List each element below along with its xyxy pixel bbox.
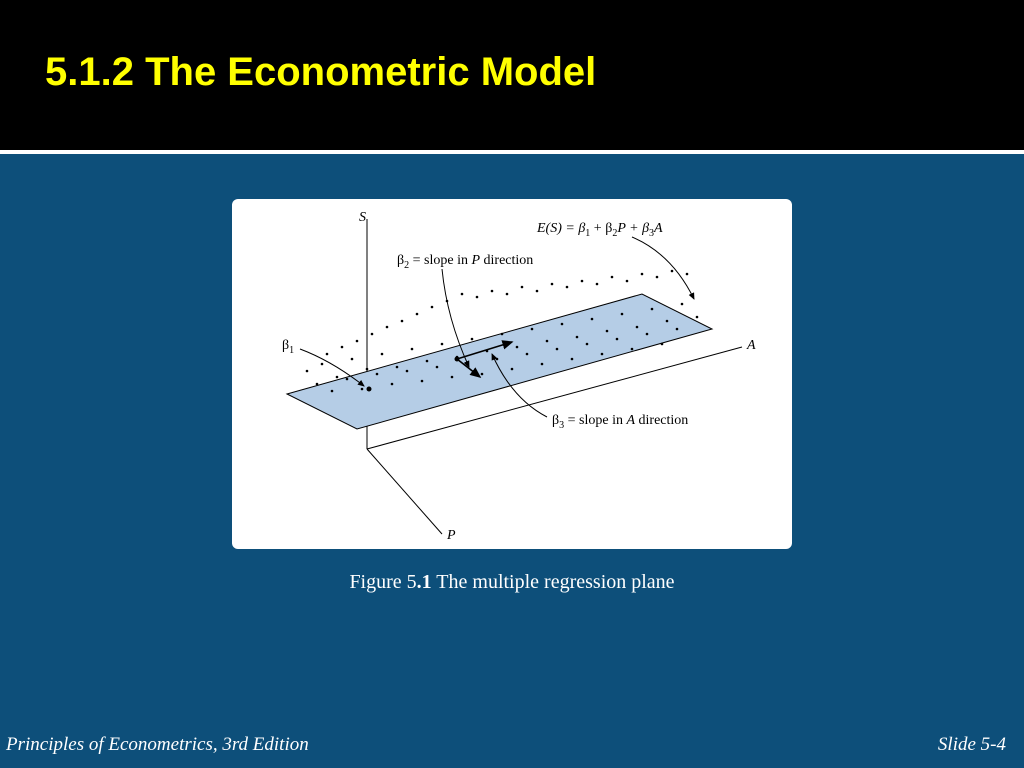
equation-pointer [632, 237, 694, 299]
p-axis-label: P [446, 528, 456, 543]
regression-plane [287, 294, 712, 429]
beta3-label: β3 = slope in A direction [552, 413, 688, 431]
caption-fignum: Figure 5 [349, 571, 416, 593]
p-axis [367, 449, 442, 534]
slide-footer: Principles of Econometrics, 3rd Edition … [0, 714, 1024, 768]
s-axis-label: S [359, 210, 366, 225]
equation: E(S) = β1 + β2P + β3A [536, 221, 663, 239]
beta1-label: β1 [282, 338, 294, 356]
beta2-label: β2 = slope in P direction [397, 253, 533, 271]
regression-diagram: S A P E(S) = β1 + β2P + β3A [232, 199, 792, 549]
figure-box: S A P E(S) = β1 + β2P + β3A [232, 199, 792, 549]
footer-left: Principles of Econometrics, 3rd Edition [6, 734, 309, 756]
caption-figdot: .1 [417, 571, 432, 593]
slide-header: 5.1.2 The Econometric Model [0, 0, 1024, 150]
a-axis-label: A [746, 338, 756, 353]
figure-caption: Figure 5.1 The multiple regression plane [349, 571, 674, 594]
caption-text: The multiple regression plane [432, 571, 675, 593]
footer-right: Slide 5-4 [938, 734, 1006, 756]
beta1-dot [367, 387, 372, 392]
slide-content: S A P E(S) = β1 + β2P + β3A [0, 154, 1024, 714]
slide-title: 5.1.2 The Econometric Model [45, 50, 1024, 95]
